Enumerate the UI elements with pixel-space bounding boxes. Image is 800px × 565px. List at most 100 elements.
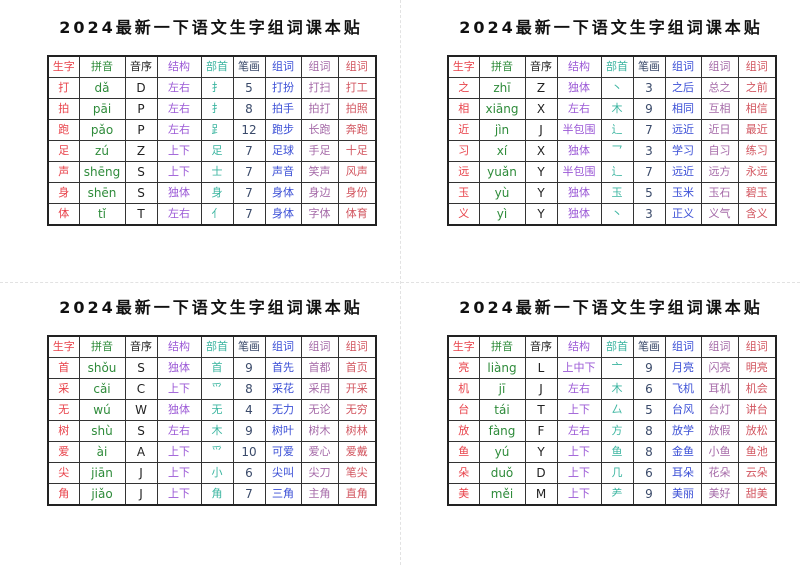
- cell-radical: 木: [600, 378, 634, 400]
- cell-radical: 丶: [600, 203, 634, 226]
- cell-radical: 鱼: [600, 441, 634, 463]
- cell-structure: 左右: [556, 98, 602, 120]
- column-header-word3: 组词: [737, 335, 777, 358]
- cell-pinyin: tái: [478, 399, 526, 421]
- cell-radical: 扌: [200, 77, 234, 99]
- cell-strokes: 7: [632, 161, 666, 183]
- table-row: 台 tái T 上下厶 5 台风 台灯 讲台: [447, 399, 777, 421]
- cell-pinyin: pǎo: [78, 119, 126, 141]
- cell-word3: 甜美: [737, 483, 777, 506]
- cell-char: 鱼: [447, 441, 480, 463]
- cell-strokes: 5: [632, 182, 666, 204]
- cell-pinyin: duǒ: [478, 462, 526, 484]
- cell-word3: 直角: [337, 483, 377, 506]
- cell-strokes: 6: [632, 462, 666, 484]
- cell-strokes: 7: [232, 140, 266, 162]
- cell-structure: 左右: [556, 378, 602, 400]
- cell-structure: 上下: [556, 441, 602, 463]
- cell-char: 首: [47, 357, 80, 379]
- cell-char: 拍: [47, 98, 80, 120]
- cell-structure: 独体: [156, 357, 202, 379]
- column-header-strokes: 笔画: [232, 335, 266, 358]
- cell-word3: 永远: [737, 161, 777, 183]
- column-header-char: 生字: [447, 335, 480, 358]
- column-header-strokes: 笔画: [632, 335, 666, 358]
- table-header-row: 生字 拼音 音序 结构 部首 笔画 组词 组词 组词: [447, 55, 777, 78]
- cell-strokes: 6: [232, 462, 266, 484]
- cell-radical: 扌: [200, 98, 234, 120]
- vocab-table: 生字 拼音 音序 结构 部首 笔画 组词 组词 组词打 dǎ D 左右扌 5 打扮 打扫 打工拍 pāi P 左右扌…: [47, 55, 377, 226]
- cell-strokes: 3: [632, 140, 666, 162]
- cell-sequence: D: [524, 462, 558, 484]
- cell-pinyin: xí: [478, 140, 526, 162]
- cell-word1: 无力: [264, 399, 302, 421]
- card-title: 2024最新一下语文生字组词课本贴: [459, 18, 763, 37]
- cell-sequence: X: [524, 140, 558, 162]
- cell-word2: 美好: [700, 483, 739, 506]
- cell-structure: 独体: [156, 182, 202, 204]
- cell-word2: 耳机: [700, 378, 739, 400]
- table-row: 无 wú W 独体无 4 无力 无论 无穷: [47, 399, 377, 421]
- cell-word1: 树叶: [264, 420, 302, 442]
- cell-radical: 角: [200, 483, 234, 506]
- cell-strokes: 12: [232, 119, 266, 141]
- cell-pinyin: jiǎo: [78, 483, 126, 506]
- table-row: 机 jī J 左右木 6 飞机 耳机 机会: [447, 378, 777, 400]
- cell-pinyin: shù: [78, 420, 126, 442]
- cell-strokes: 5: [632, 399, 666, 421]
- cell-pinyin: zhī: [478, 77, 526, 99]
- cell-strokes: 4: [232, 399, 266, 421]
- cell-structure: 上中下: [556, 357, 602, 379]
- cell-word3: 树林: [337, 420, 377, 442]
- cell-sequence: A: [124, 441, 158, 463]
- cell-radical: 方: [600, 420, 634, 442]
- cell-sequence: S: [124, 420, 158, 442]
- cell-word3: 首页: [337, 357, 377, 379]
- cell-structure: 上下: [556, 483, 602, 506]
- page-divider-horizontal: [0, 282, 800, 283]
- cell-word1: 之后: [664, 77, 702, 99]
- cell-radical: 亠: [600, 357, 634, 379]
- card-title: 2024最新一下语文生字组词课本贴: [59, 18, 363, 37]
- cell-word1: 放学: [664, 420, 702, 442]
- cell-word3: 鱼池: [737, 441, 777, 463]
- cell-char: 相: [447, 98, 480, 120]
- cell-structure: 独体: [556, 140, 602, 162]
- cell-strokes: 5: [232, 77, 266, 99]
- table-row: 放 fàng F 左右方 8 放学 放假 放松: [447, 420, 777, 442]
- cell-word2: 拍打: [300, 98, 339, 120]
- cell-word3: 最近: [737, 119, 777, 141]
- cell-char: 远: [447, 161, 480, 183]
- cell-word3: 明亮: [737, 357, 777, 379]
- table-row: 足 zú Z 上下足 7 足球 手足 十足: [47, 140, 377, 162]
- table-row: 身 shēn S 独体身 7 身体 身边 身份: [47, 182, 377, 204]
- cell-word2: 近日: [700, 119, 739, 141]
- cell-word2: 主角: [300, 483, 339, 506]
- table-row: 拍 pāi P 左右扌 8 拍手 拍打 拍照: [47, 98, 377, 120]
- cell-pinyin: jiān: [78, 462, 126, 484]
- column-header-char: 生字: [447, 55, 480, 78]
- cell-sequence: Y: [524, 441, 558, 463]
- cell-pinyin: fàng: [478, 420, 526, 442]
- cell-strokes: 3: [632, 203, 666, 226]
- cell-word3: 体育: [337, 203, 377, 226]
- column-header-word2: 组词: [700, 55, 739, 78]
- cell-word1: 跑步: [264, 119, 302, 141]
- cell-char: 尖: [47, 462, 80, 484]
- cell-structure: 独体: [156, 399, 202, 421]
- cell-strokes: 7: [632, 119, 666, 141]
- column-header-pinyin: 拼音: [478, 55, 526, 78]
- cell-char: 美: [447, 483, 480, 506]
- cell-char: 习: [447, 140, 480, 162]
- cell-radical: 爫: [200, 378, 234, 400]
- table-row: 近 jìn J 半包围辶 7 远近 近日 最近: [447, 119, 777, 141]
- cell-char: 声: [47, 161, 80, 183]
- cell-word1: 首先: [264, 357, 302, 379]
- column-header-sequence: 音序: [524, 335, 558, 358]
- cell-word2: 身边: [300, 182, 339, 204]
- cell-structure: 独体: [556, 77, 602, 99]
- cell-structure: 左右: [156, 420, 202, 442]
- table-row: 跑 pǎo P 左右 𧾷 12 跑步 长跑 奔跑: [47, 119, 377, 141]
- cell-sequence: J: [124, 462, 158, 484]
- cell-pinyin: yú: [478, 441, 526, 463]
